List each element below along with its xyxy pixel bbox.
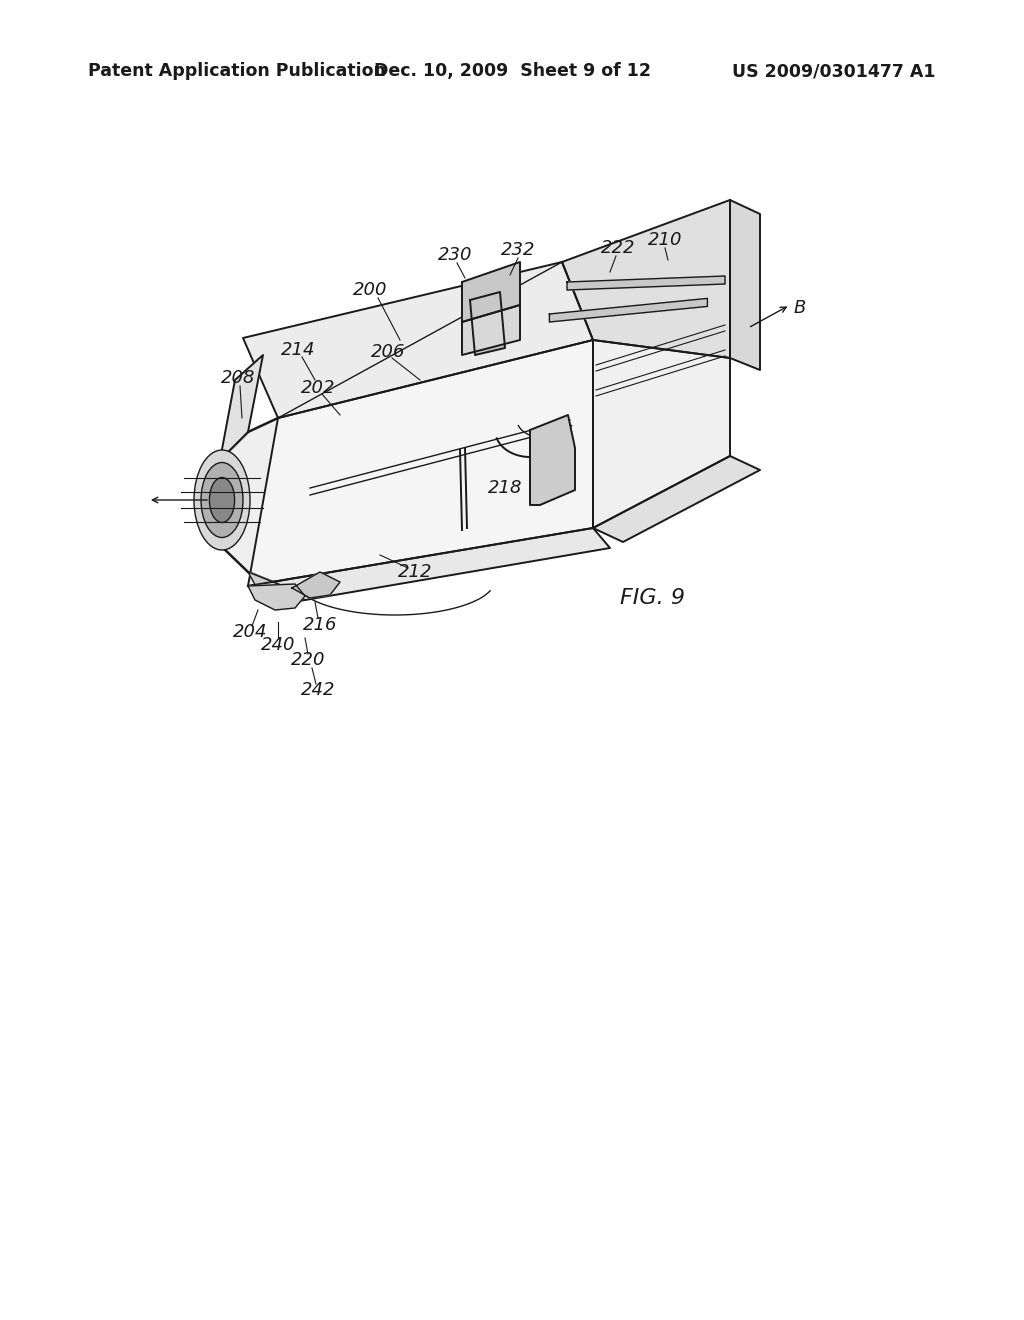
- Polygon shape: [208, 418, 278, 586]
- Text: 216: 216: [303, 616, 337, 634]
- Polygon shape: [462, 305, 520, 355]
- Polygon shape: [593, 455, 760, 543]
- Polygon shape: [248, 583, 305, 610]
- Polygon shape: [462, 261, 520, 322]
- Polygon shape: [730, 201, 760, 370]
- Polygon shape: [292, 572, 340, 598]
- Text: FIG. 9: FIG. 9: [620, 587, 685, 609]
- Polygon shape: [530, 414, 575, 506]
- Text: 208: 208: [221, 370, 255, 387]
- Text: 240: 240: [261, 636, 295, 653]
- Polygon shape: [593, 341, 730, 528]
- Ellipse shape: [201, 462, 243, 537]
- Text: 206: 206: [371, 343, 406, 360]
- Text: 242: 242: [301, 681, 335, 700]
- Polygon shape: [220, 355, 263, 459]
- Text: 220: 220: [291, 651, 326, 669]
- Polygon shape: [470, 292, 505, 355]
- Polygon shape: [248, 341, 593, 586]
- Polygon shape: [550, 298, 708, 322]
- Text: 210: 210: [648, 231, 682, 249]
- Text: 218: 218: [487, 479, 522, 498]
- Text: 232: 232: [501, 242, 536, 259]
- Text: 212: 212: [397, 564, 432, 581]
- Text: 204: 204: [232, 623, 267, 642]
- Text: Dec. 10, 2009  Sheet 9 of 12: Dec. 10, 2009 Sheet 9 of 12: [374, 62, 650, 81]
- Text: 202: 202: [301, 379, 335, 397]
- Polygon shape: [248, 528, 610, 606]
- Polygon shape: [562, 201, 730, 358]
- Text: 230: 230: [437, 246, 472, 264]
- Text: 200: 200: [352, 281, 387, 300]
- Text: 214: 214: [281, 341, 315, 359]
- Ellipse shape: [194, 450, 250, 550]
- Text: US 2009/0301477 A1: US 2009/0301477 A1: [732, 62, 936, 81]
- Polygon shape: [243, 261, 593, 418]
- Polygon shape: [248, 572, 305, 602]
- Text: 222: 222: [601, 239, 635, 257]
- Ellipse shape: [209, 478, 234, 523]
- Text: B: B: [794, 300, 806, 317]
- Polygon shape: [567, 276, 725, 290]
- Text: Patent Application Publication: Patent Application Publication: [88, 62, 386, 81]
